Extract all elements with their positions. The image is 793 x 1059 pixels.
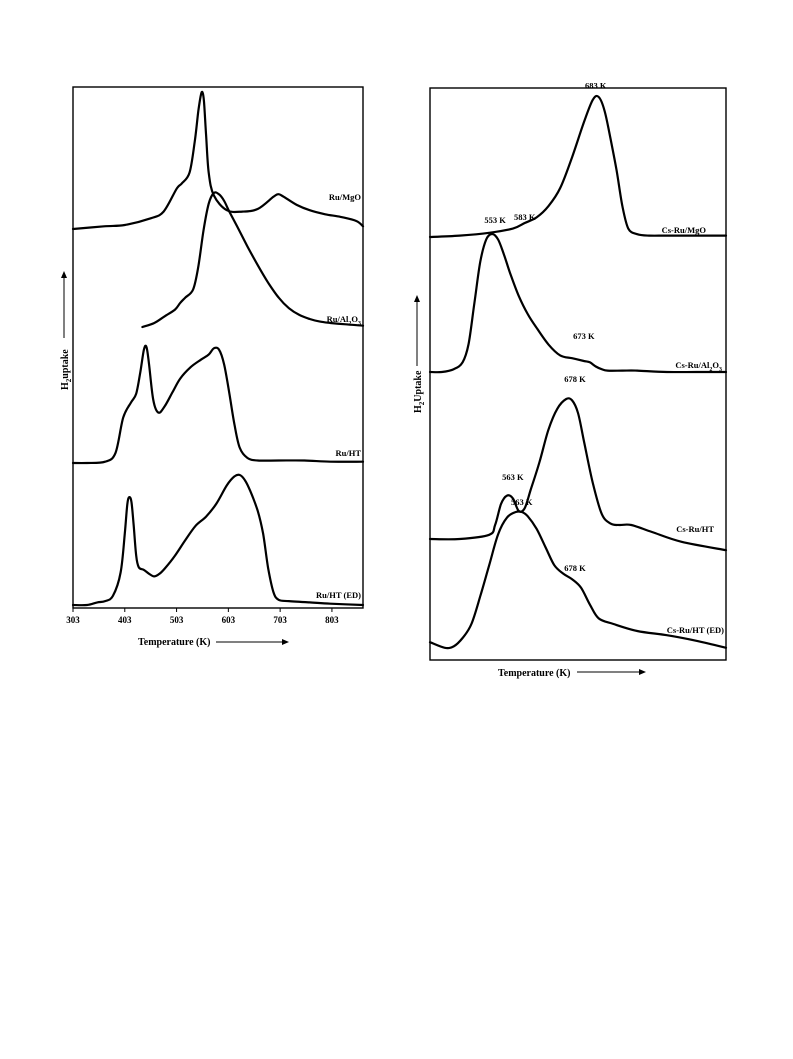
right-peak-label: 683 K [585, 81, 607, 91]
right-plot-frame [429, 87, 727, 661]
right-curve-cs-ru-ht [428, 397, 728, 552]
right-y-axis-label: H2Uptake [413, 370, 426, 413]
right-curve-cs-ru-ht-ed [428, 510, 728, 650]
left-chart-panel: 303 403 503 603 703 803 Ru/MgORu/Al2O3Ru/HTRu… [60, 86, 365, 648]
right-peak-label: 583 K [514, 212, 536, 222]
left-series-labels: Ru/MgO Ru/Al2O3 Ru/HT Ru/HT (ED) [316, 192, 361, 600]
right-peak-label: 563 K [502, 472, 524, 482]
left-curves [71, 90, 365, 607]
right-curve-cs-ru-mgo [428, 94, 728, 239]
left-x-axis-arrow [216, 639, 289, 645]
right-peak-label: 678 K [564, 374, 586, 384]
right-curve-cs-ru-al2o3 [428, 232, 728, 374]
left-x-tick-label: 703 [273, 615, 287, 625]
right-chart-panel: Cs-Ru/MgO Cs-Ru/Al2O3 Cs-Ru/HT Cs-Ru/HT (ED… [413, 81, 728, 679]
left-plot-frame [72, 86, 364, 609]
right-series-label-cs-ru-ht-ed: Cs-Ru/HT (ED) [667, 625, 724, 635]
right-series-label-cs-ru-ht: Cs-Ru/HT [676, 524, 714, 534]
left-x-ticks: 303 403 503 603 703 803 [66, 608, 339, 625]
left-series-label-ru-mgo: Ru/MgO [329, 192, 362, 202]
left-x-tick-label: 803 [325, 615, 339, 625]
left-curve-ru-ht [71, 344, 365, 465]
right-y-axis-arrow [414, 295, 420, 366]
right-peak-label: 673 K [573, 331, 595, 341]
right-peak-label: 678 K [564, 563, 586, 573]
right-peak-label: 553 K [484, 215, 506, 225]
left-x-tick-label: 403 [118, 615, 132, 625]
right-series-label-cs-ru-al2o3: Cs-Ru/Al2O3 [675, 360, 722, 373]
left-y-axis-label: H2uptake [60, 349, 73, 390]
right-peak-label: 563 K [511, 497, 533, 507]
right-series-label-cs-ru-mgo: Cs-Ru/MgO [662, 225, 707, 235]
left-series-label-ru-ht-ed: Ru/HT (ED) [316, 590, 361, 600]
left-series-label-ru-ht: Ru/HT [335, 448, 361, 458]
left-curve-ru-al2o3 [141, 191, 365, 329]
left-x-tick-label: 503 [170, 615, 184, 625]
right-curves [428, 94, 728, 650]
left-series-label-ru-al2o3: Ru/Al2O3 [327, 314, 361, 327]
left-curve-ru-ht-ed [71, 473, 365, 607]
right-x-axis-arrow [577, 669, 646, 675]
right-series-labels: Cs-Ru/MgO Cs-Ru/Al2O3 Cs-Ru/HT Cs-Ru/HT (ED… [662, 225, 725, 635]
left-x-axis-label: Temperature (K) [138, 637, 211, 648]
left-y-axis-arrow [61, 271, 67, 338]
right-peak-annotations: 583 K 683 K 553 K 673 K 563 K 678 K 563 K 678 K [484, 81, 607, 573]
left-x-tick-label: 603 [222, 615, 236, 625]
right-x-axis-label: Temperature (K) [498, 668, 571, 679]
left-x-tick-label: 303 [66, 615, 80, 625]
left-curve-ru-mgo [71, 90, 365, 231]
